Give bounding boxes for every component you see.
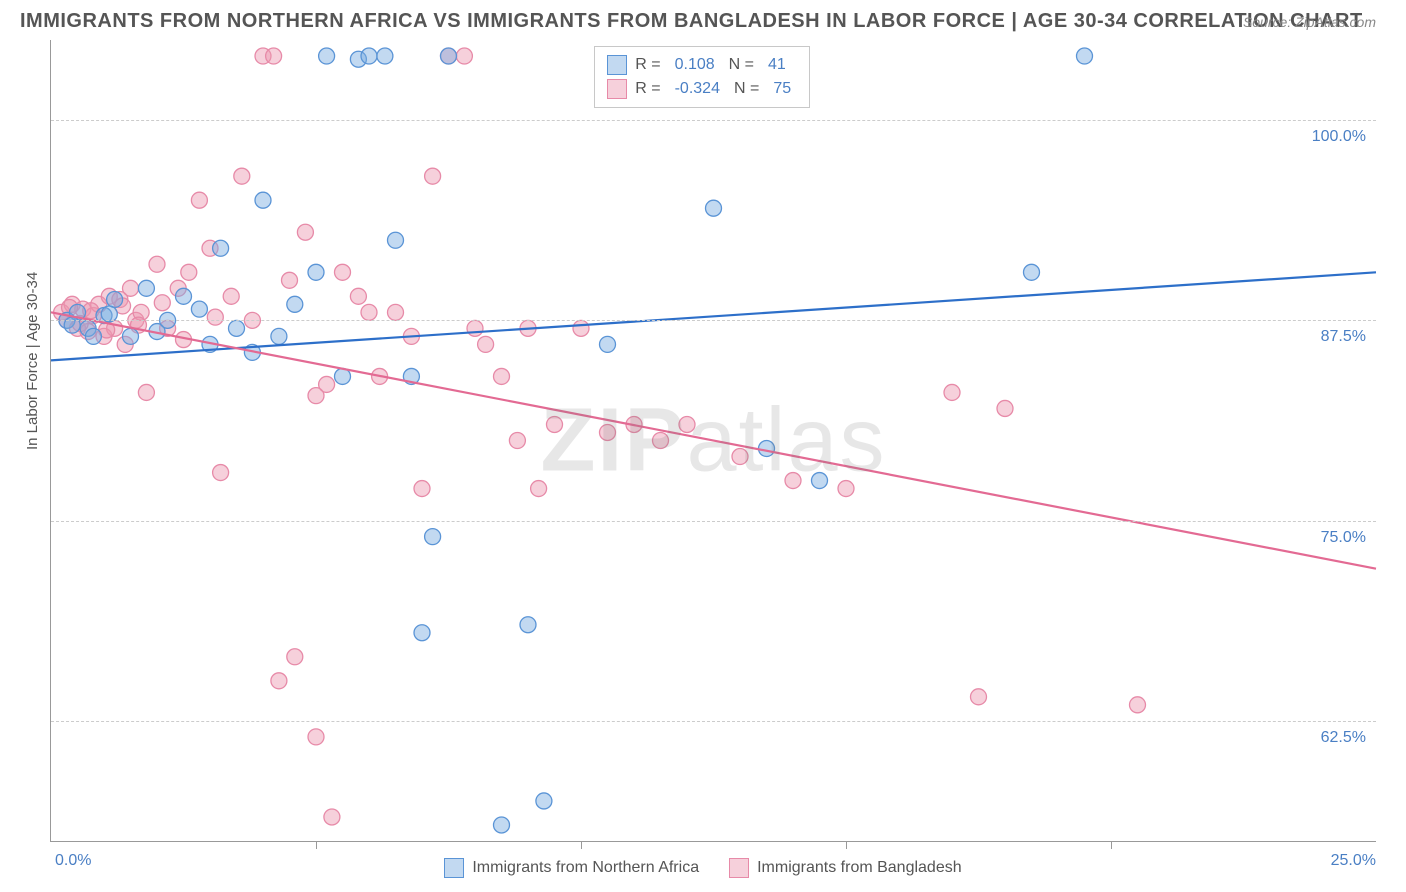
stats-legend-row-b: R = -0.324 N = 75	[607, 77, 797, 101]
r-label: R =	[635, 56, 660, 74]
chart-title: IMMIGRANTS FROM NORTHERN AFRICA VS IMMIG…	[20, 10, 1363, 33]
chart-plot-area: ZIPatlas R = 0.108 N = 41 R = -0.324 N =…	[50, 40, 1376, 842]
y-tick-label: 87.5%	[1321, 328, 1366, 346]
legend-label-b: Immigrants from Bangladesh	[757, 859, 962, 877]
r-value-b: -0.324	[669, 80, 726, 98]
swatch-series-b	[607, 79, 627, 99]
gridline-h	[51, 320, 1376, 321]
legend-item-b: Immigrants from Bangladesh	[729, 858, 962, 878]
gridline-h	[51, 721, 1376, 722]
n-value-a: 41	[762, 56, 792, 74]
source-attribution: Source: ZipAtlas.com	[1243, 14, 1376, 30]
n-label: N =	[729, 56, 754, 74]
swatch-series-b	[729, 858, 749, 878]
y-tick-label: 62.5%	[1321, 729, 1366, 747]
stats-legend-row-a: R = 0.108 N = 41	[607, 53, 797, 77]
swatch-series-a	[607, 55, 627, 75]
x-tick	[316, 841, 317, 849]
y-tick-label: 100.0%	[1312, 128, 1366, 146]
n-label: N =	[734, 80, 759, 98]
x-tick	[581, 841, 582, 849]
stats-legend: R = 0.108 N = 41 R = -0.324 N = 75	[594, 46, 810, 108]
x-tick-label: 25.0%	[1331, 852, 1376, 870]
y-axis-label: In Labor Force | Age 30-34	[24, 272, 41, 450]
x-tick	[1111, 841, 1112, 849]
swatch-series-a	[444, 858, 464, 878]
gridline-h	[51, 120, 1376, 121]
x-tick-label: 0.0%	[55, 852, 91, 870]
n-value-b: 75	[767, 80, 797, 98]
r-value-a: 0.108	[669, 56, 721, 74]
x-tick	[846, 841, 847, 849]
series-legend: Immigrants from Northern Africa Immigran…	[0, 858, 1406, 878]
gridline-h	[51, 521, 1376, 522]
legend-label-a: Immigrants from Northern Africa	[472, 859, 699, 877]
r-label: R =	[635, 80, 660, 98]
legend-item-a: Immigrants from Northern Africa	[444, 858, 699, 878]
y-tick-label: 75.0%	[1321, 529, 1366, 547]
